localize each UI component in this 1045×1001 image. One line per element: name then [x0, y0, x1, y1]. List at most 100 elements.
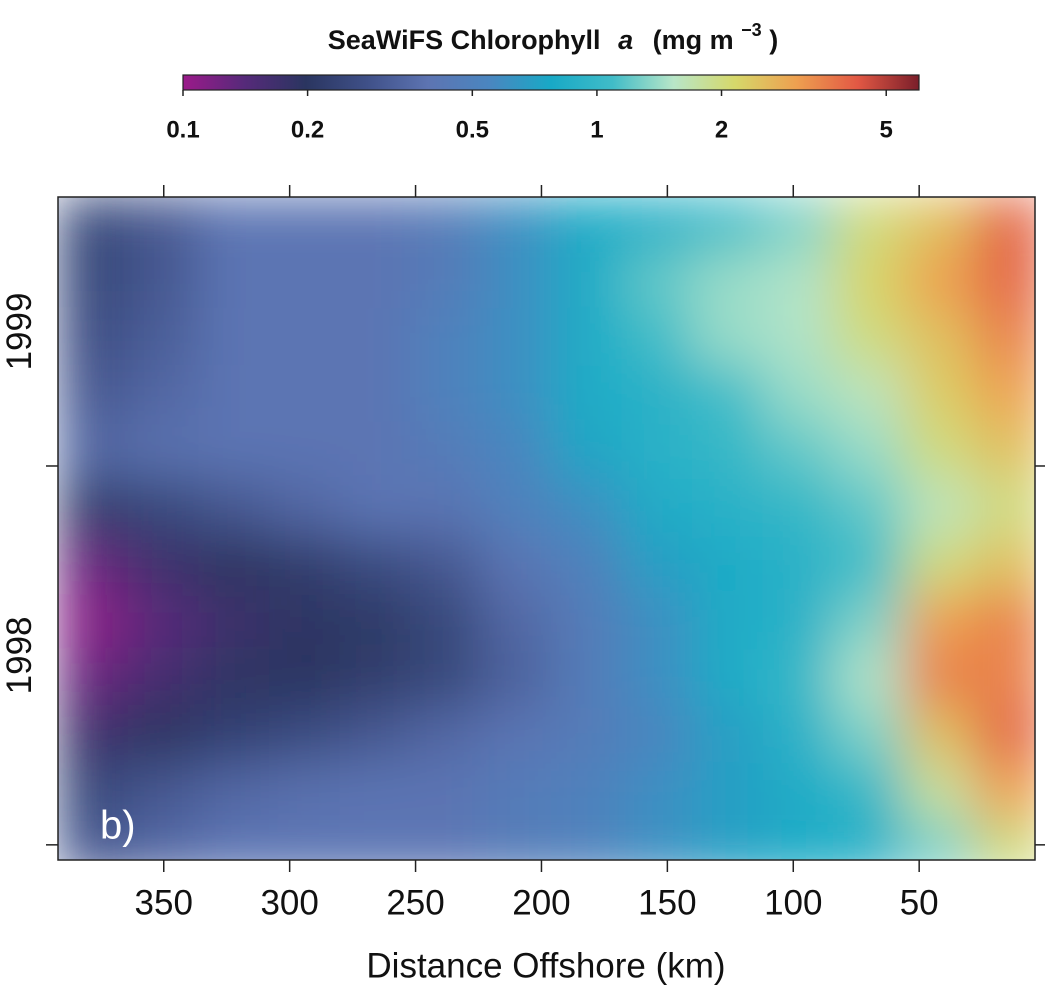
- heat-cell: [198, 197, 271, 253]
- heat-cell: [339, 762, 412, 821]
- heat-cell: [974, 251, 1035, 310]
- heat-cell: [480, 819, 553, 860]
- heat-cell: [551, 762, 623, 821]
- heat-cell: [128, 819, 200, 860]
- heat-cell: [410, 819, 482, 860]
- heat-cell: [269, 308, 341, 367]
- heat-cell: [58, 706, 130, 764]
- heat-cell: [621, 819, 694, 860]
- heat-cell: [621, 535, 694, 594]
- x-axis-label: Distance Offshore (km): [366, 946, 725, 985]
- heat-cell: [551, 478, 623, 537]
- heat-cell: [833, 535, 905, 594]
- heat-cell: [621, 649, 694, 708]
- colorbar-tick-label: 2: [715, 116, 728, 143]
- heat-cell: [692, 365, 764, 423]
- heat-cell: [903, 706, 976, 764]
- heat-cell: [128, 706, 200, 764]
- heatmap: [58, 197, 1035, 860]
- heat-cell: [692, 308, 764, 367]
- heat-cell: [621, 592, 694, 651]
- heat-cell: [339, 535, 412, 594]
- y-period-label: 1999: [0, 293, 39, 371]
- heat-cell: [974, 592, 1035, 651]
- title-exponent: −3: [741, 20, 762, 40]
- heat-cell: [480, 592, 553, 651]
- heat-cell: [269, 251, 341, 310]
- heat-cell: [198, 706, 271, 764]
- heat-cell: [762, 365, 835, 423]
- heat-cell: [269, 762, 341, 821]
- x-tick-label: 200: [512, 883, 570, 922]
- heat-cell: [903, 365, 976, 423]
- heat-cell: [58, 592, 130, 651]
- heat-cell: [974, 819, 1035, 860]
- heat-cell: [480, 197, 553, 253]
- heat-cell: [621, 251, 694, 310]
- heat-cell: [339, 819, 412, 860]
- plot-area: [58, 197, 1035, 860]
- heat-cell: [903, 649, 976, 708]
- heat-cell: [339, 649, 412, 708]
- heat-cell: [692, 762, 764, 821]
- heat-cell: [58, 762, 130, 821]
- heat-cell: [833, 251, 905, 310]
- x-tick-label: 300: [260, 883, 318, 922]
- heat-cell: [339, 251, 412, 310]
- heat-cell: [833, 421, 905, 480]
- heat-cell: [198, 819, 271, 860]
- heat-cell: [269, 365, 341, 423]
- heat-cell: [903, 762, 976, 821]
- heat-cell: [833, 197, 905, 253]
- heat-cell: [58, 649, 130, 708]
- plot-frame: [57, 196, 1036, 861]
- x-tick-label: 50: [900, 883, 939, 922]
- heat-cell: [621, 197, 694, 253]
- heat-cell: [762, 592, 835, 651]
- heat-cell: [551, 251, 623, 310]
- heat-cell: [339, 478, 412, 537]
- heat-cell: [480, 535, 553, 594]
- colorbar-tick-label: 5: [880, 116, 893, 143]
- title-italic: a: [618, 25, 633, 55]
- heat-cell: [692, 649, 764, 708]
- heat-cell: [692, 592, 764, 651]
- heat-cell: [269, 649, 341, 708]
- heat-cell: [269, 706, 341, 764]
- heat-cell: [833, 365, 905, 423]
- chart-title: SeaWiFS Chlorophyll a (mg m −3 ): [328, 14, 778, 55]
- heat-cell: [198, 251, 271, 310]
- heat-cell: [410, 762, 482, 821]
- heat-cell: [762, 535, 835, 594]
- heat-cell: [692, 421, 764, 480]
- heat-cell: [269, 592, 341, 651]
- heat-cell: [269, 535, 341, 594]
- heat-cell: [692, 251, 764, 310]
- x-tick-label: 100: [764, 883, 822, 922]
- heat-cell: [621, 478, 694, 537]
- heat-cell: [339, 365, 412, 423]
- title-paren: ): [769, 25, 778, 55]
- heat-cell: [480, 478, 553, 537]
- heat-cell: [903, 197, 976, 253]
- heat-cell: [480, 762, 553, 821]
- heat-cell: [903, 478, 976, 537]
- heat-cell: [128, 649, 200, 708]
- heat-cell: [621, 308, 694, 367]
- heat-cell: [551, 706, 623, 764]
- heat-cell: [621, 706, 694, 764]
- heat-cell: [762, 762, 835, 821]
- heat-cell: [974, 649, 1035, 708]
- heat-cell: [903, 535, 976, 594]
- heat-cell: [480, 706, 553, 764]
- heat-cell: [480, 251, 553, 310]
- heat-cell: [551, 592, 623, 651]
- heat-cell: [339, 592, 412, 651]
- heat-cell: [410, 365, 482, 423]
- heat-cell: [128, 365, 200, 423]
- heat-cell: [903, 421, 976, 480]
- heat-cell: [833, 762, 905, 821]
- heat-cell: [128, 251, 200, 310]
- heat-cell: [833, 819, 905, 860]
- heat-cell: [833, 308, 905, 367]
